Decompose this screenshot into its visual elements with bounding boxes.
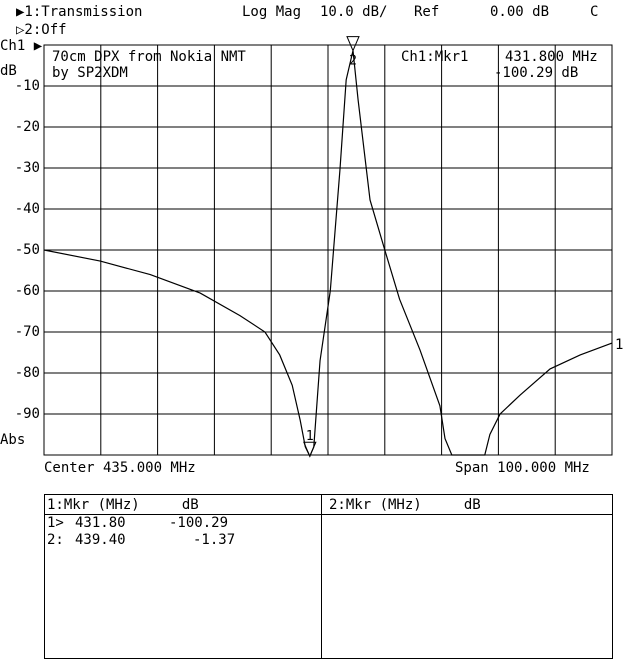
left-header: 1:Mkr (MHz) dB [47,497,199,513]
format-label: Log Mag [242,4,302,20]
marker-readout-label: Ch1:Mkr1 [401,49,469,65]
table-divider [321,495,322,658]
marker-table-header [45,495,612,515]
y-tick-label: -90 [14,406,40,422]
ref-value: 0.00 dB [490,4,550,20]
right-header: 2:Mkr (MHz) dB [329,497,481,513]
y-tick-label: -30 [14,160,40,176]
marker-2-triangle [346,36,360,52]
abs-label: Abs [0,432,26,448]
trace-line [43,50,613,458]
annotation-line1: 70cm DPX from Nokia NMT [52,49,246,65]
channel1-label: ▶1:Transmission [16,4,143,20]
center-frequency: Center 435.000 MHz [44,460,196,476]
span-frequency: Span 100.000 MHz [455,460,590,476]
status-flag: C [590,4,599,20]
marker-readout-freq: 431.800 MHz [505,49,598,65]
row-db: -1.37 [193,532,236,548]
marker-readout-value: -100.29 dB [494,65,579,81]
row-freq: 439.40 [75,532,126,548]
channel2-label: ▷2:Off [16,22,67,38]
y-tick-label: -60 [14,283,40,299]
marker-table: 1:Mkr (MHz) dB 2:Mkr (MHz) dB 1> 431.80 … [44,494,613,659]
y-tick-label: -70 [14,324,40,340]
row-id: 1> [47,515,64,531]
marker-1-label: 1 [306,429,314,444]
ref-label: Ref [414,4,440,20]
annotation-line2: by SP2XDM [52,65,128,81]
marker-1-triangle [303,441,317,458]
channel-indicator: Ch1 ▶ [0,38,43,54]
row-db: -100.29 [169,515,229,531]
y-unit: dB [0,63,17,79]
trace-end-label: 1 [615,337,624,353]
y-tick-label: -50 [14,242,40,258]
y-tick-label: -80 [14,365,40,381]
y-tick-label: -20 [14,119,40,135]
marker-2-label: 2 [349,54,357,69]
y-tick-label: -10 [14,78,40,94]
scale-label: 10.0 dB/ [320,4,388,20]
row-id: 2: [47,532,64,548]
row-freq: 431.80 [75,515,126,531]
y-tick-label: -40 [14,201,40,217]
